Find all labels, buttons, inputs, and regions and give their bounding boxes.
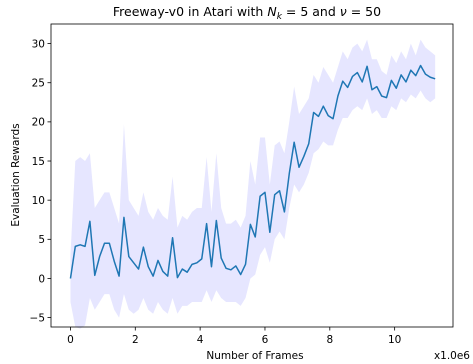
chart-title-nk-sub: k bbox=[277, 12, 283, 22]
std-band-0 bbox=[70, 39, 436, 329]
chart-title-nk-symbol: N bbox=[267, 4, 277, 19]
x-tick-label: 4 bbox=[197, 334, 204, 346]
x-offset-label: x1.0e6 bbox=[434, 350, 470, 362]
mean-line-layer bbox=[69, 64, 436, 279]
x-axis-label: Number of Frames bbox=[206, 350, 303, 362]
x-tick-label: 8 bbox=[326, 334, 333, 346]
y-tick-label: 20 bbox=[32, 117, 45, 129]
chart-title: Freeway-v0 in Atari with Nk = 5 and ν = … bbox=[113, 4, 381, 22]
y-tick-label: 30 bbox=[32, 38, 45, 50]
y-tick-label: 25 bbox=[32, 78, 45, 90]
chart-title-nk-value: = 5 and bbox=[282, 4, 340, 19]
std-band-layer bbox=[70, 39, 436, 329]
x-ticks: 0 2 4 6 8 10 bbox=[67, 327, 401, 346]
y-axis-label: Evaluation Rewards bbox=[10, 123, 22, 226]
x-tick-label: 10 bbox=[388, 334, 401, 346]
chart-title-prefix: Freeway-v0 in Atari with bbox=[113, 4, 267, 19]
plot-frame bbox=[50, 23, 454, 328]
x-tick-label: 6 bbox=[262, 334, 269, 346]
chart-title-nu-symbol: ν bbox=[340, 4, 347, 19]
x-tick-label: 0 bbox=[67, 334, 74, 346]
chart-title-nu-value: = 50 bbox=[347, 4, 381, 19]
y-tick-label: 10 bbox=[32, 195, 45, 207]
mean-reward-line-0 bbox=[69, 64, 436, 279]
y-tick-label: −5 bbox=[30, 312, 45, 324]
y-tick-label: 5 bbox=[38, 234, 45, 246]
y-tick-label: 15 bbox=[32, 156, 45, 168]
y-tick-label: 0 bbox=[38, 273, 45, 285]
y-ticks: −5 0 5 10 15 20 25 30 bbox=[30, 38, 51, 324]
x-tick-label: 2 bbox=[132, 334, 139, 346]
